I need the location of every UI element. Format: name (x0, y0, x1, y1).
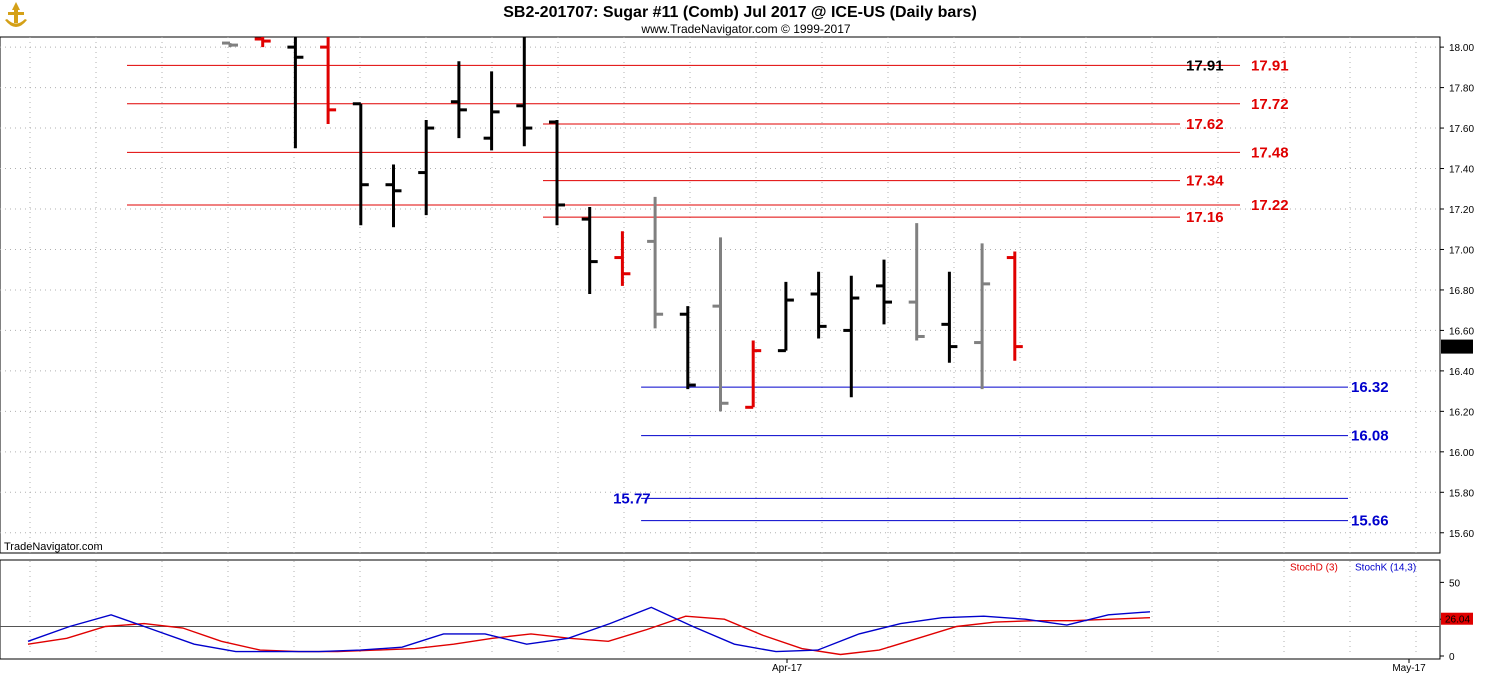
stochastic-series-line (27, 615, 1151, 656)
stochastic-axis: 0 50 26.04 (1440, 578, 1473, 663)
y-tick-label: 15.80 (1449, 488, 1474, 499)
stochastic-series-line (27, 606, 1151, 653)
level-label: 17.16 (1186, 209, 1224, 226)
level-label: 17.48 (1251, 144, 1289, 161)
level-label: 17.22 (1251, 197, 1289, 214)
price-panel: 15.60 15.80 16.00 16.20 16.40 16.60 16.80 17.00… (0, 36, 1474, 554)
chart-title: SB2-201707: Sugar #11 (Comb) Jul 2017 @ … (503, 4, 977, 21)
watermark: TradeNavigator.com (4, 541, 103, 553)
x-tick-label: May-17 (1392, 663, 1426, 674)
y-tick-label: 17.40 (1449, 165, 1474, 176)
y-tick-label: 50 (1449, 578, 1461, 589)
level-label: 17.91 (1186, 57, 1224, 74)
level-label: 15.66 (1351, 513, 1389, 530)
stochastic-panel-frame (0, 559, 1441, 660)
y-tick-label: 17.60 (1449, 124, 1474, 135)
level-label: 17.72 (1251, 96, 1289, 113)
stochastic-lines (27, 606, 1151, 656)
y-tick-label: 16.60 (1449, 326, 1474, 337)
price-bars (222, 37, 1023, 412)
level-label: 17.91 (1251, 57, 1289, 74)
y-tick-label: 17.20 (1449, 205, 1474, 216)
y-tick-label: 17.80 (1449, 84, 1474, 95)
y-tick-label: 16.00 (1449, 448, 1474, 459)
chart-subtitle: www.TradeNavigator.com © 1999-2017 (640, 22, 850, 36)
stoch-last-badge (1441, 612, 1473, 625)
y-tick-label: 16.40 (1449, 367, 1474, 378)
y-tick-label: 15.60 (1449, 529, 1474, 540)
date-axis: Apr-17 May-17 (772, 659, 1426, 674)
price-axis: 15.60 15.80 16.00 16.20 16.40 16.60 16.80 17.00… (1440, 43, 1474, 540)
stochd-legend: StochD (3) (1290, 562, 1338, 573)
level-label: 17.62 (1186, 116, 1224, 133)
y-tick-label: 18.00 (1449, 43, 1474, 54)
y-tick-label: 16.80 (1449, 286, 1474, 297)
price-panel-frame (0, 36, 1441, 554)
y-tick-label: 16.20 (1449, 407, 1474, 418)
logo-icon (5, 2, 27, 27)
last-price-label: 16.52 (1445, 343, 1470, 354)
y-tick-label: 17.00 (1449, 245, 1474, 256)
y-tick-label: 0 (1449, 652, 1455, 663)
x-tick-label: Apr-17 (772, 663, 802, 674)
price-levels: 17.91 17.91 17.72 17.62 17.48 17.34 17.22 17.16… (127, 57, 1389, 530)
stochastic-grid (0, 561, 1440, 656)
last-price-badge (1441, 339, 1473, 354)
level-label: 16.08 (1351, 428, 1389, 445)
stoch-last-label: 26.04 (1445, 615, 1470, 626)
level-label: 15.77 (613, 490, 651, 507)
level-label: 16.32 (1351, 379, 1389, 396)
stochk-legend: StochK (14,3) (1355, 562, 1416, 573)
stochastic-panel: 0 50 26.04 StochD (3) StochK (14,3) (0, 559, 1473, 663)
level-label: 17.34 (1186, 173, 1224, 190)
